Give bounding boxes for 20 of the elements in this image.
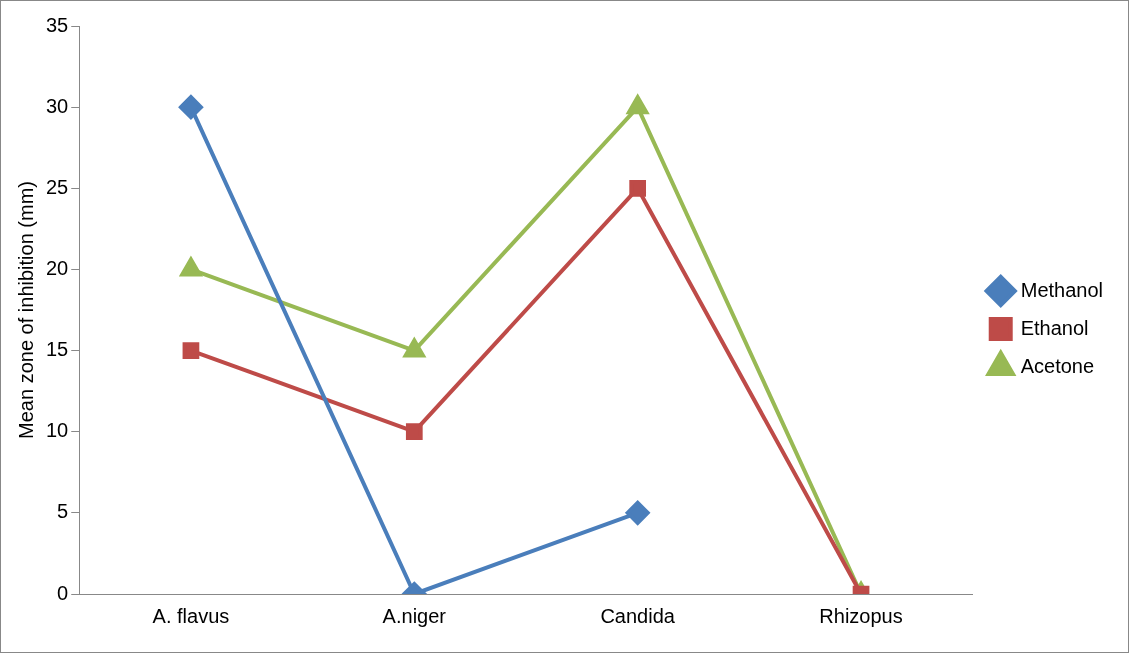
legend-label: Methanol [1020,278,1104,301]
y-tick-label: 5 [57,500,69,523]
y-axis-title: Mean zone of inhibition (mm) [14,181,37,439]
x-tick-label: A. flavus [152,604,230,627]
y-tick-label: 30 [46,94,69,117]
point [178,95,203,120]
point [180,257,202,277]
y-tick-label: 35 [46,13,69,36]
y-tick-label: 25 [46,175,69,198]
point [402,336,427,358]
legend-label: Acetone [1020,354,1095,377]
x-tick-label: Rhizopus [819,604,903,627]
y-tick-label: 0 [57,581,69,604]
x-tick-label: Candida [600,604,676,627]
legend-label: Ethanol [1020,316,1089,339]
y-tick-label: 15 [46,338,69,361]
y-tick-label: 20 [46,256,69,279]
point [629,179,647,197]
x-tick-label: A.niger [382,604,447,627]
y-tick-label: 10 [46,419,69,442]
